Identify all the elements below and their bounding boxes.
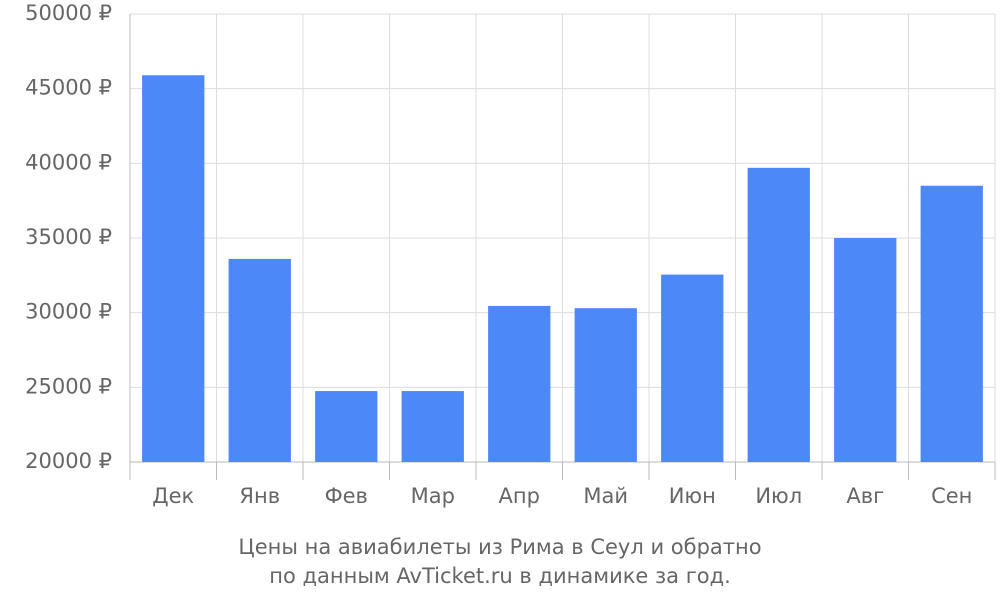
bar — [574, 308, 637, 462]
y-tick-label: 20000 ₽ — [25, 449, 112, 473]
bar — [228, 258, 291, 462]
x-tick-label: Дек — [152, 484, 194, 508]
bar — [142, 75, 205, 462]
x-tick-label: Май — [583, 484, 628, 508]
chart-title: Цены на авиабилеты из Рима в Сеул и обра… — [238, 535, 761, 559]
bar — [920, 185, 983, 462]
x-tick-label: Мар — [411, 484, 455, 508]
bar — [834, 238, 897, 462]
bar — [401, 391, 464, 462]
x-tick-label: Июн — [669, 484, 716, 508]
x-tick-label: Авг — [846, 484, 884, 508]
bar — [488, 305, 551, 462]
bar — [315, 391, 378, 462]
x-tick-label: Фев — [325, 484, 368, 508]
y-tick-label: 40000 ₽ — [25, 150, 112, 174]
y-tick-label: 45000 ₽ — [25, 76, 112, 100]
y-tick-label: 35000 ₽ — [25, 225, 112, 249]
bar — [661, 274, 724, 462]
y-tick-label: 25000 ₽ — [25, 374, 112, 398]
chart-subtitle: по данным AvTicket.ru в динамике за год. — [269, 564, 731, 588]
x-tick-label: Июл — [755, 484, 802, 508]
x-tick-label: Апр — [499, 484, 540, 508]
y-tick-label: 50000 ₽ — [25, 1, 112, 25]
x-tick-label: Сен — [931, 484, 972, 508]
bar — [747, 167, 810, 462]
x-tick-label: Янв — [239, 484, 280, 508]
y-tick-label: 30000 ₽ — [25, 300, 112, 324]
